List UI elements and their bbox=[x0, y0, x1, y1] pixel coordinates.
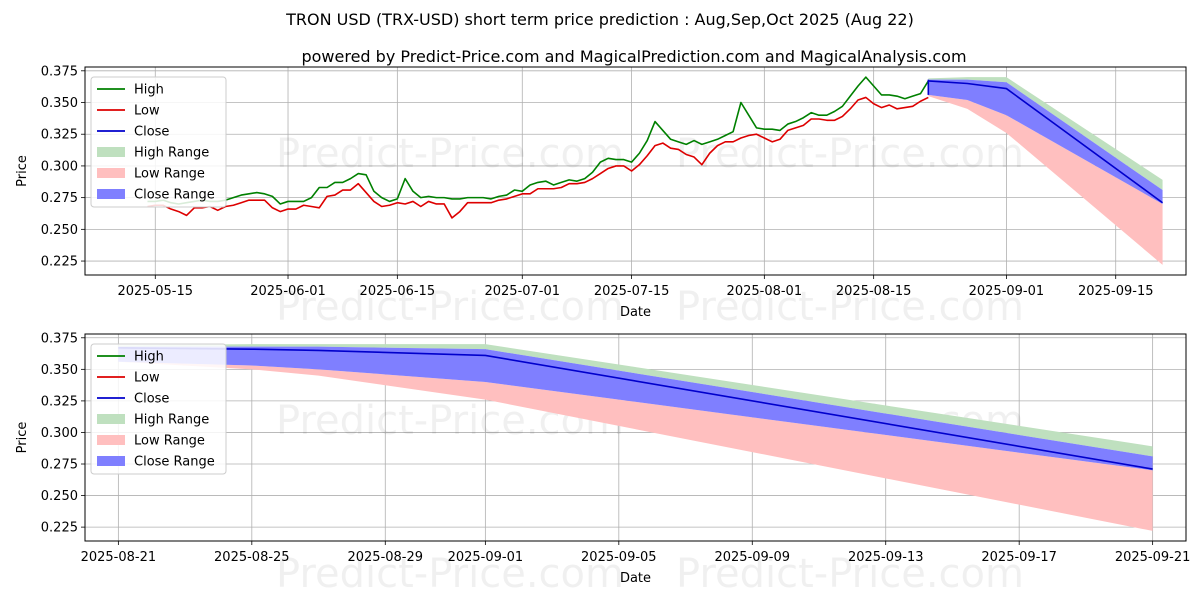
y-tick-label: 0.325 bbox=[41, 128, 78, 143]
x-tick-label: 2025-08-29 bbox=[347, 550, 423, 565]
legend-high-range-swatch bbox=[97, 414, 125, 424]
x-tick-label: 2025-06-15 bbox=[360, 284, 436, 299]
y-tick-label: 0.225 bbox=[41, 255, 78, 270]
x-tick-label: 2025-09-13 bbox=[848, 550, 924, 565]
plot-area bbox=[118, 344, 1153, 531]
close-range-band bbox=[928, 79, 1163, 204]
legend-low-label: Low bbox=[134, 104, 160, 119]
bottom-chart-panel: 2025-08-21 2025-08-25 2025-08-29 2025-09-01… bbox=[15, 331, 1190, 597]
x-tick-label: 2025-09-15 bbox=[1078, 284, 1154, 299]
watermark-text: Predict-Price.com bbox=[676, 551, 1024, 597]
legend-low-range-label: Low Range bbox=[134, 434, 205, 449]
close-series-line bbox=[928, 80, 1164, 204]
y-tick-label: 0.275 bbox=[41, 191, 78, 206]
legend-high-range-label: High Range bbox=[134, 146, 209, 161]
chart-subtitle: powered by Predict-Price.com and Magical… bbox=[301, 47, 966, 66]
y-tick-label: 0.225 bbox=[41, 521, 78, 536]
y-tick-label: 0.250 bbox=[41, 223, 78, 238]
low-range-band bbox=[118, 361, 1153, 531]
legend-close-range-label: Close Range bbox=[134, 455, 215, 470]
y-tick-label: 0.250 bbox=[41, 489, 78, 504]
y-tick-label: 0.375 bbox=[41, 64, 78, 79]
x-tick-label: 2025-08-01 bbox=[727, 284, 803, 299]
legend-close-label: Close bbox=[134, 392, 169, 407]
legend-high-label: High bbox=[134, 83, 164, 98]
y-tick-label: 0.300 bbox=[41, 426, 78, 441]
y-axis-label: Price bbox=[15, 155, 30, 187]
x-tick-label: 2025-07-01 bbox=[484, 284, 560, 299]
y-tick-label: 0.350 bbox=[41, 96, 78, 111]
x-tick-label: 2025-09-05 bbox=[581, 550, 657, 565]
y-tick-label: 0.350 bbox=[41, 363, 78, 378]
legend-close-range-swatch bbox=[97, 189, 125, 199]
x-tick-label: 2025-07-15 bbox=[594, 284, 670, 299]
legend-close-range-swatch bbox=[97, 456, 125, 466]
legend-close-range-label: Close Range bbox=[134, 188, 215, 203]
y-axis-label: Price bbox=[15, 422, 30, 454]
x-tick-label: 2025-08-21 bbox=[81, 550, 157, 565]
legend-low-range-swatch bbox=[97, 435, 125, 445]
legend-high-range-label: High Range bbox=[134, 413, 209, 428]
x-tick-label: 2025-09-21 bbox=[1115, 550, 1191, 565]
plot-area bbox=[147, 76, 1164, 265]
watermark-text: Predict-Price.com bbox=[276, 551, 624, 597]
low-range-band bbox=[928, 94, 1163, 265]
x-tick-label: 2025-09-01 bbox=[448, 550, 524, 565]
watermark-text: Predict-Price.com bbox=[276, 131, 624, 177]
legend-low-label: Low bbox=[134, 371, 160, 386]
watermark-text: Predict-Price.com bbox=[276, 284, 624, 330]
axes-frame bbox=[84, 333, 1187, 542]
legend-close-label: Close bbox=[134, 125, 169, 140]
y-tick-label: 0.325 bbox=[41, 394, 78, 409]
x-tick-label: 2025-09-09 bbox=[714, 550, 790, 565]
y-tick-label: 0.300 bbox=[41, 159, 78, 174]
legend-high-range-swatch bbox=[97, 147, 125, 157]
top-chart-panel: 2025-05-15 2025-06-01 2025-06-15 2025-07-01… bbox=[15, 64, 1187, 330]
axes-frame bbox=[84, 66, 1187, 276]
x-tick-label: 2025-08-15 bbox=[836, 284, 912, 299]
x-tick-label: 2025-09-01 bbox=[969, 284, 1045, 299]
x-tick-label: 2025-06-01 bbox=[250, 284, 326, 299]
legend-low-range-swatch bbox=[97, 168, 125, 178]
low-series-line bbox=[147, 96, 929, 219]
x-axis-label: Date bbox=[620, 571, 651, 586]
x-tick-label: 2025-09-17 bbox=[981, 550, 1057, 565]
x-axis-label: Date bbox=[620, 305, 651, 320]
x-tick-label: 2025-08-25 bbox=[214, 550, 290, 565]
y-tick-label: 0.375 bbox=[41, 331, 78, 346]
legend-low-range-label: Low Range bbox=[134, 167, 205, 182]
watermark-text: Predict-Price.com bbox=[676, 284, 1024, 330]
legend-high-label: High bbox=[134, 350, 164, 365]
y-tick-label: 0.275 bbox=[41, 458, 78, 473]
x-tick-label: 2025-05-15 bbox=[117, 284, 193, 299]
high-series-line bbox=[147, 76, 930, 205]
chart-title: TRON USD (TRX-USD) short term price pred… bbox=[285, 10, 914, 29]
watermark-text: Predict-Price.com bbox=[676, 131, 1024, 177]
